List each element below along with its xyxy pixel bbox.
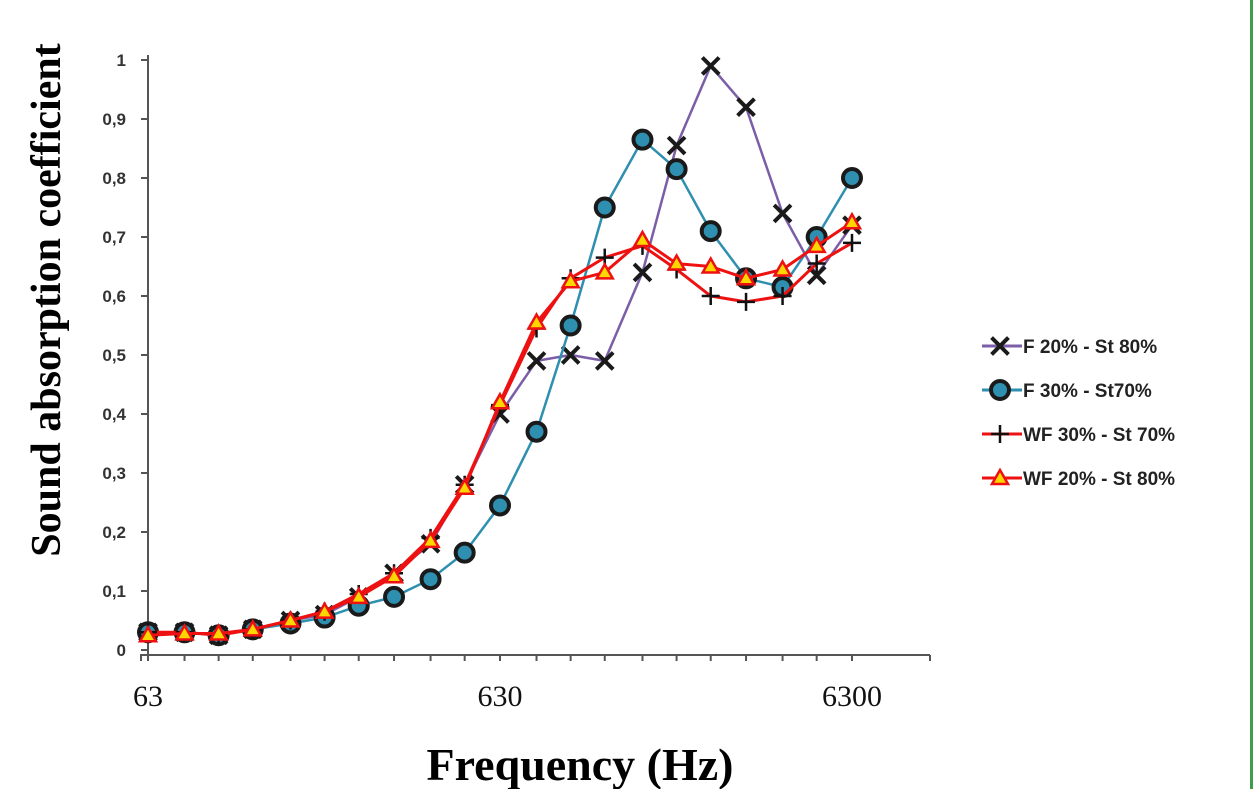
- data-point-triangle-marker: [174, 622, 195, 641]
- data-point-triangle-marker: [454, 477, 475, 495]
- data-point-circle-marker: [419, 568, 442, 591]
- y-tick-label: 0,1: [102, 582, 126, 601]
- data-point-triangle-marker: [772, 258, 793, 277]
- data-point-triangle-marker: [314, 601, 335, 619]
- data-point-circle-marker: [989, 379, 1011, 401]
- series-3: [139, 233, 861, 645]
- data-point-triangle-marker: [489, 391, 511, 410]
- data-point-triangle-marker: [242, 618, 263, 637]
- x-ticks: 63 630 6300: [133, 655, 931, 713]
- y-tick-label: 0,9: [102, 110, 126, 129]
- legend-label: F 20% - St 80%: [1023, 337, 1157, 358]
- data-point-plus-marker: [701, 287, 720, 305]
- data-point-x-marker: [560, 345, 581, 365]
- data-point-x-marker: [736, 97, 756, 118]
- data-point-circle-marker: [841, 167, 863, 189]
- data-point-triangle-marker: [700, 255, 721, 274]
- data-point-triangle-marker: [666, 253, 687, 271]
- series-1: [138, 56, 862, 646]
- legend-item: WF 20% - St 80%: [982, 467, 1175, 490]
- y-tick-label: 0,4: [102, 405, 126, 424]
- data-point-circle-marker: [699, 220, 722, 243]
- axes: [140, 55, 930, 656]
- data-point-x-marker: [772, 203, 793, 224]
- data-point-circle-marker: [383, 585, 406, 608]
- legend: F 20% - St 80% F 30% - St70% WF 30% - St 7…: [982, 336, 1175, 490]
- data-point-x-marker: [594, 351, 615, 371]
- data-point-triangle-marker: [383, 565, 405, 584]
- y-axis-title: Sound absorption coefficient: [24, 43, 70, 556]
- data-point-triangle-marker: [989, 467, 1011, 486]
- series-2: [137, 128, 863, 647]
- data-point-x-marker: [806, 265, 827, 286]
- data-point-triangle-marker: [560, 270, 581, 289]
- data-point-triangle-marker: [348, 586, 369, 605]
- legend-item: WF 30% - St 70%: [982, 425, 1175, 446]
- data-point-plus-marker: [991, 425, 1009, 443]
- data-point-x-marker: [666, 135, 687, 156]
- x-tick-label: 630: [478, 680, 523, 713]
- x-tick-label: 6300: [822, 680, 882, 713]
- data-point-circle-marker: [631, 128, 654, 151]
- data-point-triangle-marker: [526, 312, 547, 330]
- data-point-triangle-marker: [594, 261, 615, 280]
- series-line: [148, 138, 854, 637]
- legend-label: WF 30% - St 70%: [1023, 425, 1175, 446]
- data-point-triangle-marker: [208, 622, 229, 641]
- y-ticks: 0 0,1 0,2 0,3 0,4 0,5 0,6 0,7 0,8 0,9 1: [102, 51, 148, 660]
- y-tick-label: 0,3: [102, 464, 126, 483]
- legend-label: WF 20% - St 80%: [1023, 469, 1175, 490]
- y-tick-label: 0,5: [102, 346, 126, 365]
- data-point-triangle-marker: [806, 235, 827, 254]
- series-line: [148, 64, 854, 637]
- data-point-triangle-marker: [841, 211, 863, 230]
- data-point-circle-marker: [489, 494, 511, 517]
- data-point-x-marker: [632, 262, 653, 283]
- data-point-x-marker: [990, 336, 1010, 356]
- page-edge-border: [1250, 0, 1253, 789]
- y-tick-label: 0,6: [102, 287, 126, 306]
- data-point-circle-marker: [559, 314, 582, 337]
- y-tick-label: 0,8: [102, 169, 126, 188]
- data-point-plus-marker: [773, 287, 792, 305]
- data-point-circle-marker: [453, 541, 476, 564]
- legend-item: F 20% - St 80%: [982, 336, 1157, 358]
- legend-item: F 30% - St70%: [982, 379, 1152, 402]
- y-tick-label: 1: [117, 51, 126, 70]
- data-point-triangle-marker: [632, 229, 653, 248]
- data-point-triangle-marker: [735, 267, 757, 286]
- series: [137, 56, 863, 647]
- y-tick-label: 0: [117, 641, 126, 660]
- data-point-plus-marker: [807, 254, 826, 273]
- data-point-triangle-marker: [280, 609, 301, 628]
- data-point-plus-marker: [737, 292, 756, 311]
- data-point-circle-marker: [593, 196, 616, 219]
- data-point-triangle-marker: [420, 530, 441, 549]
- legend-label: F 30% - St70%: [1023, 381, 1152, 402]
- data-point-plus-marker: [843, 233, 861, 252]
- data-point-x-marker: [700, 56, 721, 76]
- y-tick-label: 0,2: [102, 523, 126, 542]
- data-point-circle-marker: [525, 420, 548, 443]
- series-4: [137, 211, 863, 643]
- data-point-x-marker: [526, 351, 547, 371]
- x-axis-title: Frequency (Hz): [426, 739, 733, 789]
- data-point-circle-marker: [665, 158, 688, 181]
- x-tick-label: 63: [133, 680, 163, 713]
- data-point-triangle-marker: [137, 624, 159, 643]
- y-tick-label: 0,7: [102, 228, 126, 247]
